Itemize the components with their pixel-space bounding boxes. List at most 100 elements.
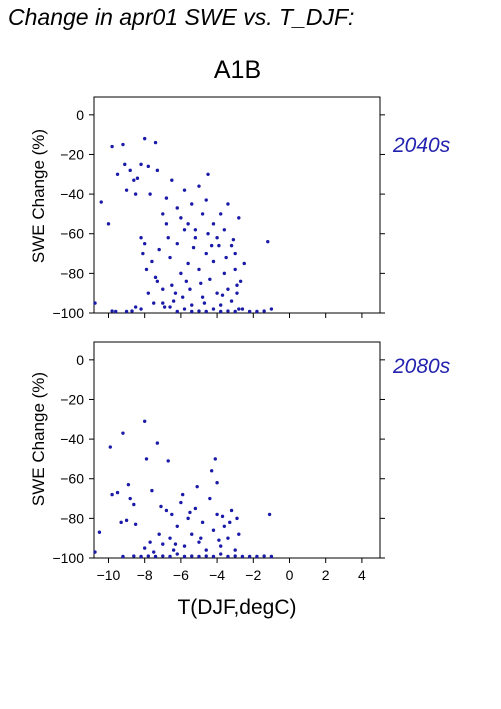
page-title: Change in apr01 SWE vs. T_DJF: <box>8 4 355 30</box>
y-tick-label-2040s: −80 <box>60 265 84 281</box>
data-point-2040s <box>229 299 234 303</box>
data-point-2040s <box>204 309 208 314</box>
data-point-2040s <box>262 309 266 313</box>
data-point-2080s <box>150 488 154 493</box>
data-point-2040s <box>170 283 174 287</box>
data-point-2080s <box>119 520 123 525</box>
data-point-2040s <box>191 245 196 250</box>
data-point-2040s <box>211 222 216 226</box>
data-point-2080s <box>262 554 266 558</box>
data-point-2080s <box>220 514 225 519</box>
y-tick-label-2040s: −60 <box>60 226 84 242</box>
data-point-2040s <box>247 309 252 314</box>
data-point-2080s <box>190 532 194 536</box>
y-tick-label-2040s: −100 <box>52 305 84 321</box>
data-point-2080s <box>108 445 112 449</box>
data-point-2040s <box>200 295 205 299</box>
data-point-2080s <box>255 554 259 559</box>
data-point-2040s <box>161 287 165 291</box>
data-point-2080s <box>222 524 227 528</box>
data-point-2040s <box>142 241 147 246</box>
data-point-2040s <box>219 212 223 216</box>
y-tick-label-2040s: −20 <box>60 146 84 162</box>
data-point-2080s <box>208 496 212 501</box>
period-label-2040s: 2040s <box>393 134 451 157</box>
data-point-2080s <box>155 441 160 445</box>
data-point-2080s <box>121 554 125 559</box>
data-point-2040s <box>215 235 219 240</box>
data-point-2040s <box>200 212 205 216</box>
data-point-2040s <box>168 305 172 309</box>
data-point-2040s <box>133 192 138 196</box>
data-point-2080s <box>226 536 230 540</box>
data-point-2080s <box>124 518 129 523</box>
data-point-2080s <box>175 524 179 528</box>
data-point-2080s <box>213 457 217 461</box>
data-point-2080s <box>269 554 274 559</box>
data-point-2080s <box>161 554 165 558</box>
data-point-2080s <box>188 510 192 515</box>
data-point-2080s <box>226 554 230 559</box>
data-point-2040s <box>141 251 145 256</box>
data-point-2080s <box>157 532 161 536</box>
data-point-2040s <box>226 202 230 206</box>
data-point-2080s <box>237 532 241 536</box>
data-point-2040s <box>208 277 212 282</box>
x-tick-label-2080s: 4 <box>358 567 366 583</box>
data-point-2040s <box>211 307 216 311</box>
data-point-2040s <box>162 305 167 309</box>
x-tick-label-2080s: −4 <box>209 567 225 583</box>
data-point-2040s <box>242 261 246 266</box>
data-point-2040s <box>188 287 192 291</box>
data-point-2080s <box>200 520 205 525</box>
data-point-2040s <box>182 228 187 232</box>
data-point-2040s <box>240 307 245 311</box>
data-point-2080s <box>204 554 208 558</box>
data-point-2040s <box>161 301 165 305</box>
data-point-2040s <box>155 279 160 283</box>
data-point-2080s <box>211 554 216 559</box>
data-point-2080s <box>153 554 158 559</box>
data-point-2040s <box>124 188 129 192</box>
x-tick-label-2080s: 0 <box>286 567 294 583</box>
data-point-2080s <box>199 536 203 540</box>
data-point-2080s <box>159 504 163 509</box>
data-point-2040s <box>139 162 143 167</box>
data-point-2080s <box>121 431 125 435</box>
y-tick-label-2080s: −80 <box>60 510 84 526</box>
data-point-2040s <box>204 251 208 256</box>
y-tick-label-2040s: 0 <box>76 107 84 123</box>
data-point-2080s <box>209 469 214 473</box>
y-tick-label-2080s: −60 <box>60 471 84 487</box>
data-point-2040s <box>197 267 201 272</box>
data-point-2040s <box>211 259 216 264</box>
data-point-2040s <box>99 200 103 204</box>
data-point-2080s <box>168 554 172 559</box>
y-tick-label-2080s: −100 <box>52 550 84 566</box>
data-point-2040s <box>206 172 210 176</box>
data-point-2040s <box>186 222 190 226</box>
data-point-2040s <box>186 261 190 266</box>
data-point-2080s <box>190 554 194 558</box>
data-point-2040s <box>175 241 179 246</box>
data-point-2080s <box>219 552 223 556</box>
data-point-2080s <box>93 550 97 554</box>
data-point-2040s <box>199 281 203 285</box>
x-tick-label-2080s: −10 <box>97 567 121 583</box>
data-point-2080s <box>171 548 176 552</box>
data-point-2040s <box>190 202 194 206</box>
data-point-2080s <box>195 484 199 489</box>
data-point-2080s <box>144 457 149 461</box>
data-point-2040s <box>193 228 198 232</box>
data-point-2080s <box>132 502 136 507</box>
data-point-2040s <box>233 309 237 314</box>
data-point-2080s <box>217 538 221 542</box>
data-point-2040s <box>226 309 230 313</box>
data-point-2080s <box>211 528 216 532</box>
data-point-2040s <box>139 307 143 311</box>
data-point-2080s <box>175 552 179 556</box>
data-point-2080s <box>182 544 187 548</box>
data-point-2080s <box>146 554 151 558</box>
data-point-2040s <box>173 291 178 295</box>
data-point-2040s <box>238 279 243 283</box>
